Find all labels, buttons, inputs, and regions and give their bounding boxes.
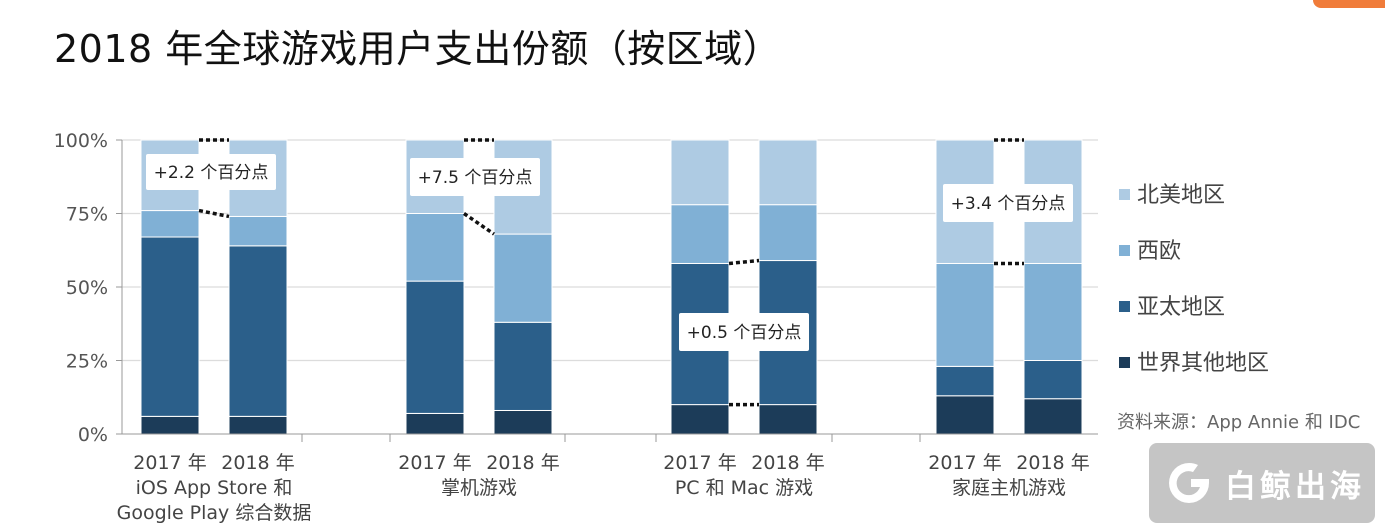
bar-segment-西欧: [1023, 262, 1083, 362]
bar-segment-西欧: [935, 262, 995, 367]
x-tick-label-year: 2018 年: [221, 452, 294, 474]
annotation-box: [146, 154, 276, 190]
annotation-box: [410, 158, 540, 196]
legend-swatch: [1119, 245, 1130, 256]
axes: 0% 25% 50% 75% 100% 2017 年 2018 年 iOS App Store…: [54, 130, 1098, 524]
bar-segment-世界其他地区: [670, 404, 730, 435]
bar-segment-亚太地区: [1023, 360, 1083, 400]
annotation-text: +3.4 个百分点: [951, 194, 1066, 214]
bar-segment-亚太地区: [140, 236, 200, 417]
connectors: [198, 138, 1024, 407]
bar-segment-世界其他地区: [405, 412, 465, 435]
y-tick-label: 100%: [54, 130, 108, 152]
watermark-logo-icon: [1169, 462, 1209, 503]
connector-line: [198, 208, 230, 219]
x-tick-label-year: 2018 年: [1016, 452, 1089, 474]
connector-line: [728, 258, 760, 266]
annotation-box: [943, 184, 1073, 222]
bar-segment-世界其他地区: [935, 395, 995, 435]
bar-segment-西欧: [493, 233, 553, 323]
y-tick-label: 0%: [78, 424, 108, 446]
legend-label: 世界其他地区: [1137, 351, 1269, 376]
annotation-text: +2.2 个百分点: [154, 163, 269, 183]
annotations: +2.2 个百分点 +7.5 个百分点 +0.5 个百分点 +3.4 个百分点: [146, 154, 1073, 351]
annotation-text: +7.5 个百分点: [418, 168, 533, 188]
category-label: PC 和 Mac 游戏: [675, 477, 813, 499]
chart-title: 2018 年全球游戏用户支出份额（按区域）: [54, 27, 782, 71]
legend-swatch: [1119, 357, 1130, 368]
bar-segment-世界其他地区: [758, 404, 818, 435]
category-label: iOS App Store 和: [136, 477, 293, 499]
annotation-box: [679, 313, 809, 351]
watermark: 白鲸出海: [1149, 443, 1375, 523]
bar-segment-亚太地区: [228, 245, 288, 417]
bar-segment-世界其他地区: [140, 415, 200, 435]
source-note: 资料来源：App Annie 和 IDC: [1117, 412, 1361, 433]
bar-segment-西欧: [670, 204, 730, 264]
watermark-text: 白鲸出海: [1225, 468, 1365, 505]
annotation-text: +0.5 个百分点: [687, 323, 802, 343]
bar-segment-北美地区: [670, 139, 730, 206]
x-tick-label-year: 2018 年: [751, 452, 824, 474]
y-tick-label: 25%: [66, 351, 108, 373]
bar-segment-北美地区: [758, 139, 818, 206]
legend-label: 亚太地区: [1137, 295, 1225, 320]
x-tick-label-year: 2017 年: [928, 452, 1001, 474]
x-tick-label-year: 2018 年: [486, 452, 559, 474]
bar-segment-西欧: [140, 210, 200, 238]
legend-swatch: [1119, 189, 1130, 200]
bar-segment-世界其他地区: [1023, 398, 1083, 435]
y-tick-label: 75%: [66, 204, 108, 226]
category-label: 掌机游戏: [441, 477, 517, 499]
legend-label: 北美地区: [1137, 183, 1225, 208]
bar-segment-西欧: [405, 213, 465, 282]
category-label: Google Play 综合数据: [117, 502, 312, 524]
bar-segment-亚太地区: [935, 365, 995, 397]
connector-line: [463, 212, 495, 236]
category-label: 家庭主机游戏: [952, 477, 1066, 499]
x-tick-label-year: 2017 年: [133, 452, 206, 474]
bar-segment-亚太地区: [405, 280, 465, 414]
bar-segment-西欧: [228, 215, 288, 247]
bar-segment-西欧: [758, 204, 818, 262]
x-tick-label-year: 2017 年: [663, 452, 736, 474]
bar-segment-亚太地区: [493, 321, 553, 411]
bar-segment-世界其他地区: [493, 409, 553, 435]
bar-segment-世界其他地区: [228, 415, 288, 435]
corner-decoration: [1313, 0, 1385, 8]
legend-swatch: [1119, 301, 1130, 312]
x-tick-label-year: 2017 年: [398, 452, 471, 474]
y-tick-label: 50%: [66, 277, 108, 299]
legend-label: 西欧: [1137, 239, 1181, 264]
